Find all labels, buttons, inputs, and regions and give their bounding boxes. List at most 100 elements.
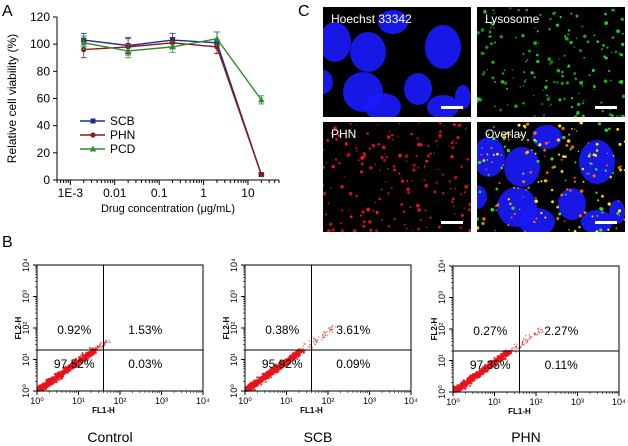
scatter-point — [330, 326, 332, 329]
scatter-point — [81, 359, 83, 362]
scatter-point — [457, 390, 460, 392]
scatter-point — [59, 374, 62, 377]
x-tick-label: 1E-3 — [58, 186, 84, 200]
scatter-point — [260, 381, 263, 383]
fluorescent-spot — [323, 165, 325, 169]
fluorescent-spot — [483, 71, 486, 74]
fluorescent-spot — [484, 21, 487, 24]
fluorescent-spot — [610, 175, 612, 178]
fluorescent-spot — [380, 155, 384, 160]
fluorescent-spot — [456, 135, 460, 140]
scatter-point — [525, 335, 527, 337]
fluorescent-spot — [592, 174, 596, 178]
fluorescent-spot — [378, 197, 382, 201]
scatter-point — [472, 377, 475, 380]
fluorescent-spot — [483, 10, 487, 14]
fluorescent-spot — [387, 168, 389, 170]
scatter-point — [270, 376, 272, 379]
fluorescent-spot — [387, 225, 391, 228]
scatter-point — [294, 357, 297, 360]
scatter-point — [257, 383, 260, 386]
scatter-point — [98, 346, 100, 348]
fluorescent-spot — [544, 85, 548, 89]
fluorescent-spot — [412, 229, 414, 231]
scatter-point — [516, 343, 518, 345]
scatter-point — [74, 361, 77, 364]
scatter-point — [260, 383, 263, 386]
fluorescent-spot — [481, 147, 483, 149]
nucleus — [323, 22, 351, 62]
scatter-point — [250, 388, 252, 391]
plot-title: SCB — [304, 429, 333, 445]
scatter-point — [484, 368, 486, 370]
y-tick-label: 10¹ — [437, 354, 447, 367]
scatter-point — [475, 371, 478, 373]
scatter-point — [478, 369, 481, 371]
fluorescent-spot — [369, 228, 373, 232]
scatter-point — [504, 349, 507, 352]
scatter-point — [458, 388, 461, 391]
scatter-point — [247, 386, 250, 389]
fluorescent-spot — [438, 225, 441, 229]
scatter-point — [482, 371, 485, 374]
scatter-point — [278, 364, 281, 367]
scatter-point — [265, 378, 267, 380]
scatter-point — [292, 357, 294, 360]
scatter-point — [253, 383, 256, 386]
fluorescent-spot — [340, 229, 345, 232]
fluorescent-spot — [340, 222, 342, 225]
fluorescent-spot — [327, 229, 331, 232]
fluorescent-spot — [540, 211, 543, 215]
fluorescent-spot — [510, 216, 513, 219]
fluorescent-spot — [530, 149, 533, 152]
scatter-point — [481, 368, 484, 371]
scatter-point — [482, 366, 484, 369]
y-tick-label: 40 — [37, 119, 51, 133]
fluorescent-spot — [561, 75, 564, 78]
scatter-point — [83, 354, 86, 356]
scatter-point — [265, 377, 267, 379]
scatter-point — [53, 373, 56, 375]
quadrant-upper-left: 0.38% — [265, 323, 299, 337]
fluorescent-spot — [438, 133, 442, 138]
scatter-point — [292, 358, 295, 360]
scatter-point — [73, 359, 76, 362]
fluorescent-spot — [362, 224, 366, 228]
scatter-point — [62, 371, 65, 374]
scatter-point — [74, 364, 77, 366]
nucleus — [425, 25, 461, 69]
fluorescent-spot — [618, 214, 620, 217]
scatter-point — [60, 370, 63, 373]
scatter-point — [528, 334, 531, 336]
fluorescent-spot — [490, 42, 493, 46]
nucleus — [404, 73, 432, 105]
fluorescent-spot — [426, 154, 431, 158]
fluorescent-spot — [549, 17, 552, 21]
fluorescent-spot — [387, 191, 390, 194]
fluorescent-spot — [397, 135, 400, 138]
scatter-point — [308, 346, 310, 348]
fluorescent-spot — [545, 79, 548, 82]
fluorescent-spot — [582, 99, 585, 102]
scatter-point — [261, 380, 264, 383]
scatter-point — [335, 326, 337, 328]
fluorescent-spot — [453, 205, 455, 208]
fluorescent-spot — [478, 190, 482, 194]
fluorescent-spot — [573, 176, 576, 179]
scatter-points — [453, 327, 544, 393]
scatter-point — [513, 347, 515, 349]
scatter-point — [288, 359, 291, 362]
fluorescent-spot — [323, 184, 325, 186]
fluorescent-spot — [512, 69, 514, 71]
scatter-point — [76, 366, 78, 368]
scatter-point — [504, 357, 507, 360]
fluorescent-spot — [522, 180, 526, 184]
scatter-point — [285, 358, 288, 361]
scatter-point — [55, 379, 57, 382]
fluorescent-spot — [492, 153, 495, 157]
fluorescent-spot — [366, 132, 369, 135]
panel-label-b: B — [2, 234, 13, 251]
scatter-point — [286, 359, 289, 362]
fluorescent-spot — [569, 189, 572, 192]
fluorescent-spot — [415, 155, 418, 158]
